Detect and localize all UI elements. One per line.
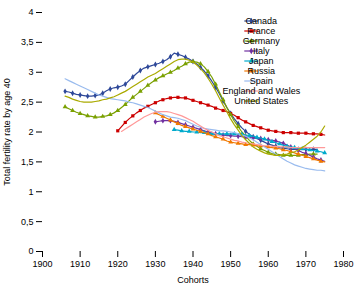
svg-text:2: 2 — [28, 127, 33, 137]
svg-text:4: 4 — [28, 7, 33, 17]
svg-text:1970: 1970 — [296, 259, 316, 269]
svg-text:1,5: 1,5 — [21, 157, 34, 167]
svg-text:1: 1 — [28, 187, 33, 197]
svg-text:Canada: Canada — [246, 16, 278, 26]
svg-text:0,5: 0,5 — [21, 217, 34, 227]
svg-text:Japan: Japan — [249, 56, 274, 66]
svg-text:1910: 1910 — [70, 259, 90, 269]
svg-text:1950: 1950 — [221, 259, 241, 269]
svg-text:England and Wales: England and Wales — [222, 86, 300, 96]
svg-text:2,5: 2,5 — [21, 97, 34, 107]
svg-text:3,5: 3,5 — [21, 37, 34, 47]
svg-text:France: France — [247, 26, 275, 36]
svg-text:Russia: Russia — [248, 66, 276, 76]
svg-text:Italy: Italy — [253, 46, 270, 56]
svg-text:Spain: Spain — [250, 76, 273, 86]
svg-text:Cohorts: Cohorts — [177, 275, 209, 285]
svg-text:Germany: Germany — [243, 36, 281, 46]
svg-text:1920: 1920 — [108, 259, 128, 269]
svg-text:United States: United States — [234, 96, 289, 106]
svg-text:1940: 1940 — [183, 259, 203, 269]
svg-text:1960: 1960 — [258, 259, 278, 269]
svg-text:3: 3 — [28, 67, 33, 77]
svg-text:0: 0 — [28, 246, 33, 256]
svg-text:1930: 1930 — [145, 259, 165, 269]
svg-text:1980: 1980 — [333, 259, 353, 269]
svg-text:1900: 1900 — [32, 259, 52, 269]
svg-text:Total fertility rate by age 40: Total fertility rate by age 40 — [2, 78, 12, 186]
